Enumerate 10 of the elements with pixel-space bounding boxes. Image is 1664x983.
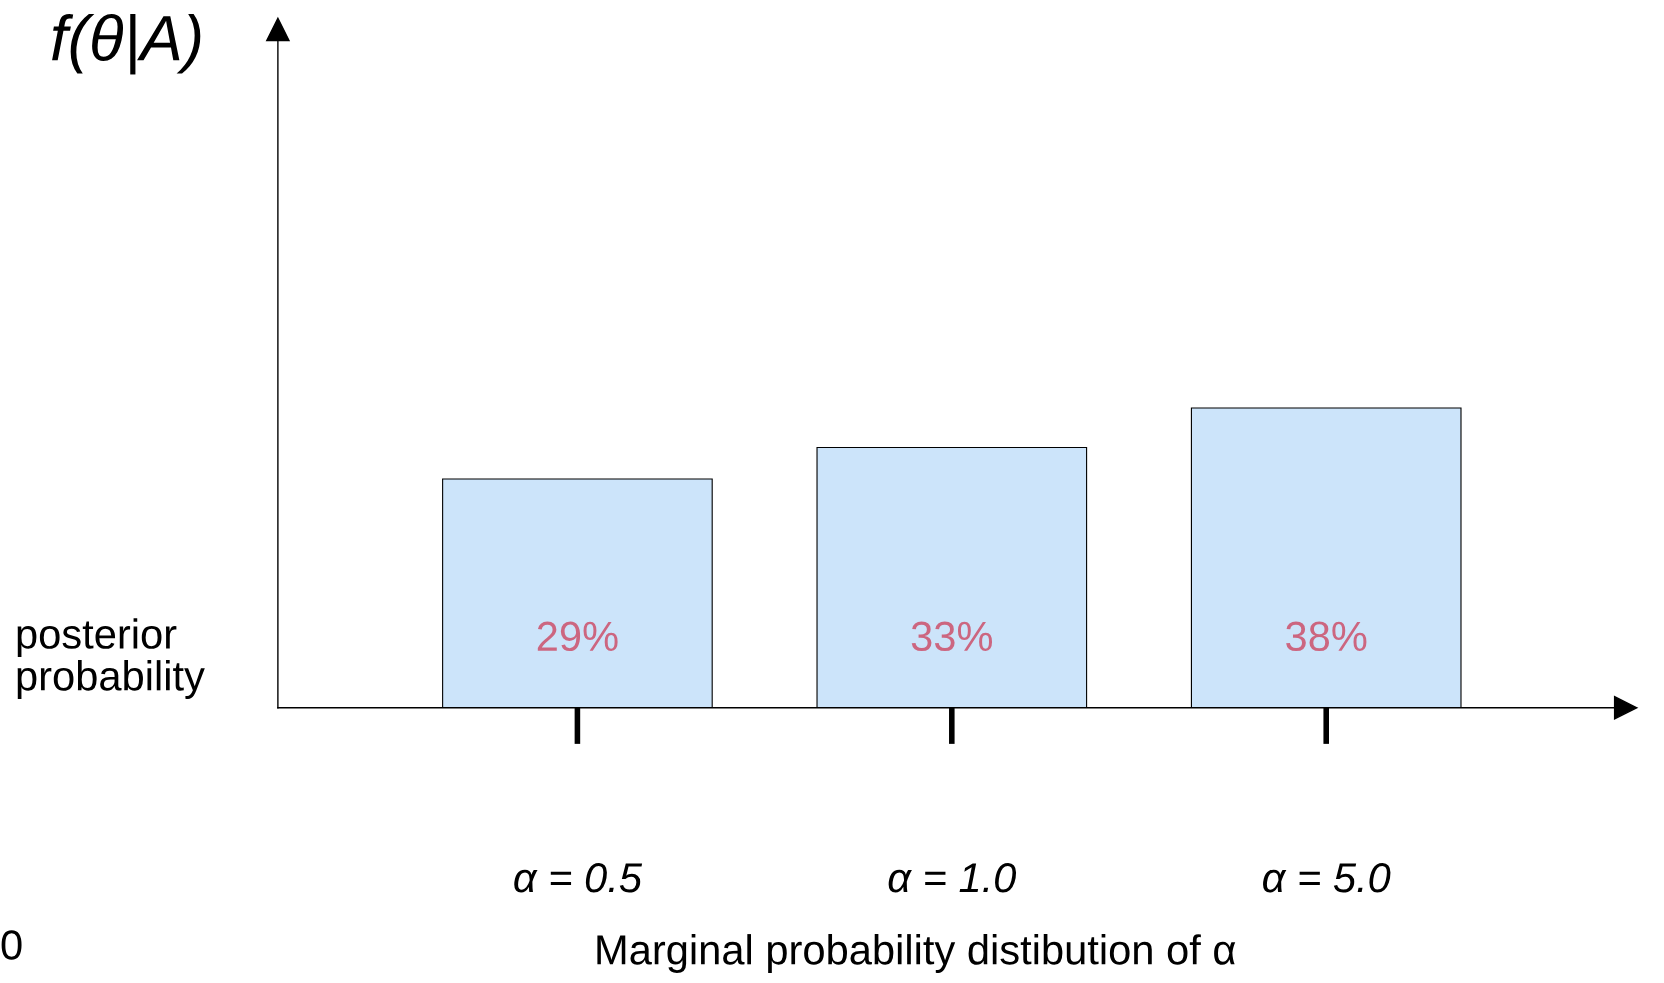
y-axis-title: f(θ|A)	[52, 14, 201, 75]
x-tick-label: α = 1.0	[888, 863, 1017, 893]
data-label: 33%	[911, 621, 993, 652]
x-axis-title: Marginal probability distibution of α	[597, 934, 1236, 973]
text: posterior probability	[17, 618, 205, 699]
x-tick-label: α = 5.0	[1263, 863, 1391, 893]
data-label: 38%	[1286, 621, 1367, 652]
data-label: 29%	[537, 621, 618, 652]
x-tick-label: α = 0.5	[514, 863, 643, 893]
text: 0	[1, 930, 22, 960]
